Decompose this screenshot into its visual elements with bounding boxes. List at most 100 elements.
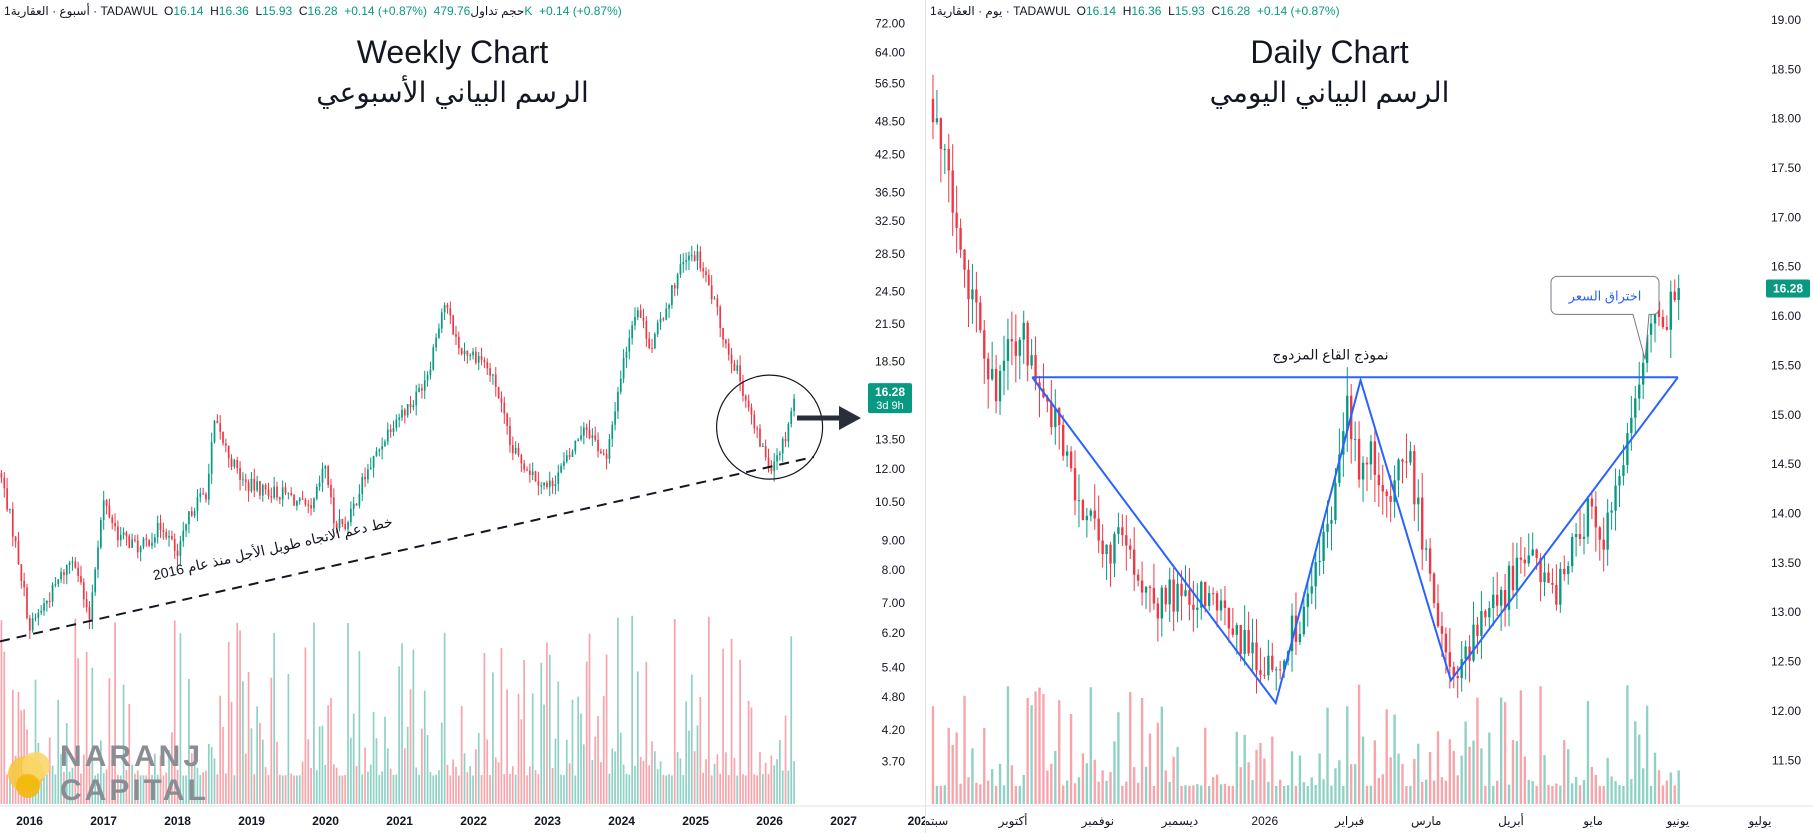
weekly-bar-countdown-text: 3d 9h xyxy=(876,400,904,412)
weekly-candle xyxy=(591,435,594,439)
weekly-volume-bar xyxy=(648,765,651,804)
weekly-volume-bar xyxy=(438,770,440,804)
weekly-candle xyxy=(105,500,108,506)
weekly-candle xyxy=(77,567,79,576)
daily-time-axis-tick: نوفمبر xyxy=(1081,814,1114,829)
weekly-volume-bar xyxy=(361,774,364,804)
weekly-volume-bar xyxy=(597,715,599,804)
weekly-volume-label: حجم تداول xyxy=(470,4,525,18)
daily-breakout-callout xyxy=(1550,275,1660,360)
weekly-candle xyxy=(267,489,270,497)
daily-candle xyxy=(994,369,998,402)
daily-volume-bar xyxy=(1164,770,1167,804)
weekly-volume-bar xyxy=(574,775,577,804)
daily-volume-bar xyxy=(1290,751,1294,804)
weekly-candle xyxy=(375,451,378,457)
weekly-candle xyxy=(91,592,94,620)
weekly-symbol-header: 1أسبوع · العقارية · TADAWUL O16.14 H16.3… xyxy=(4,4,622,18)
daily-candle xyxy=(1180,583,1183,596)
weekly-volume-bar xyxy=(386,748,389,804)
weekly-volume-bar xyxy=(34,679,37,804)
weekly-volume-bar xyxy=(668,774,670,804)
weekly-candle xyxy=(68,562,71,566)
daily-volume-bar xyxy=(1101,770,1104,804)
weekly-volume-bar xyxy=(335,767,338,804)
weekly-volume-bar xyxy=(611,748,614,804)
daily-volume-bar xyxy=(1523,756,1526,804)
weekly-volume-bar xyxy=(40,775,43,804)
weekly-volume-bar xyxy=(202,772,204,804)
daily-candle xyxy=(1527,555,1530,564)
daily-close-value: 16.28 xyxy=(1220,4,1251,18)
weekly-candle xyxy=(125,532,128,537)
weekly-price-axis-tick: 8.00 xyxy=(882,563,906,577)
weekly-volume-bar xyxy=(105,769,108,804)
daily-volume-bar xyxy=(1468,746,1471,804)
daily-candle xyxy=(1432,573,1436,604)
weekly-volume-bar xyxy=(418,774,420,804)
weekly-volume-bar xyxy=(693,751,696,804)
weekly-candle xyxy=(455,334,457,337)
weekly-candle xyxy=(369,467,372,470)
weekly-candle xyxy=(656,322,659,334)
weekly-volume-bar xyxy=(60,754,62,804)
daily-candle xyxy=(1515,557,1519,591)
daily-volume-bar xyxy=(1551,785,1554,804)
daily-volume-bar xyxy=(1006,686,1010,804)
daily-volume-bar xyxy=(1598,785,1601,804)
weekly-candle xyxy=(617,391,619,412)
daily-candle xyxy=(1665,327,1669,330)
daily-candle xyxy=(1081,500,1085,521)
weekly-candle xyxy=(131,539,133,548)
daily-price-axis-tick: 17.50 xyxy=(1771,161,1801,175)
weekly-volume-bar xyxy=(699,696,702,804)
daily-volume-bar xyxy=(1267,781,1270,804)
daily-volume-bar xyxy=(1196,784,1199,804)
weekly-candle xyxy=(139,546,142,553)
weekly-volume-bar xyxy=(185,775,187,804)
daily-chart-panel[interactable]: 1يوم · العقارية · TADAWUL O16.14 H16.36 … xyxy=(926,0,1813,833)
daily-candle xyxy=(1476,624,1479,636)
weekly-candle xyxy=(273,486,276,498)
daily-volume-bar xyxy=(1211,777,1215,804)
daily-candle xyxy=(1353,438,1357,440)
weekly-candle xyxy=(40,610,43,613)
daily-candle xyxy=(1259,670,1262,675)
daily-volume-bar xyxy=(1496,780,1499,804)
weekly-volume-bar xyxy=(759,751,761,804)
weekly-volume-bar xyxy=(350,737,352,804)
weekly-candle xyxy=(165,531,168,538)
weekly-candle xyxy=(244,479,247,483)
weekly-candle xyxy=(531,471,534,475)
daily-candle xyxy=(1602,539,1605,550)
weekly-volume-bar xyxy=(148,756,151,804)
weekly-volume-bar xyxy=(389,768,392,804)
weekly-volume-bar xyxy=(330,697,332,804)
daily-chart-canvas[interactable]: 19.00 18.50 18.00 17.50 17.00 16.50 16.00 15.50… xyxy=(926,0,1813,833)
weekly-timeframe-label: 1أسبوع · العقارية xyxy=(4,4,90,18)
daily-volume-bar xyxy=(1602,785,1605,804)
weekly-volume-bar xyxy=(77,658,79,804)
weekly-candle xyxy=(600,451,602,454)
weekly-candle xyxy=(750,407,753,415)
daily-candle xyxy=(1401,459,1404,462)
weekly-volume-bar xyxy=(404,748,406,804)
daily-volume-bar xyxy=(1117,712,1120,804)
daily-candle xyxy=(1574,534,1578,538)
weekly-chart-canvas[interactable]: 72.00 64.00 56.50 48.50 42.50 36.50 32.50 28.50… xyxy=(0,0,925,833)
weekly-volume-bar xyxy=(435,774,437,804)
daily-candle xyxy=(1630,417,1633,434)
daily-volume-bar xyxy=(1125,781,1128,804)
weekly-candle xyxy=(151,542,153,546)
weekly-candle xyxy=(108,505,111,518)
daily-volume-bar xyxy=(990,769,994,804)
weekly-candle xyxy=(756,428,758,430)
weekly-candle xyxy=(270,496,273,498)
weekly-chart-panel[interactable]: 1أسبوع · العقارية · TADAWUL O16.14 H16.3… xyxy=(0,0,926,833)
daily-volume-bar xyxy=(1421,781,1424,804)
weekly-volume-bar xyxy=(171,732,173,804)
daily-candle xyxy=(1338,454,1341,483)
weekly-candle xyxy=(119,534,122,541)
weekly-price-axis-tick: 4.80 xyxy=(882,690,906,704)
weekly-volume-bar xyxy=(733,758,736,804)
